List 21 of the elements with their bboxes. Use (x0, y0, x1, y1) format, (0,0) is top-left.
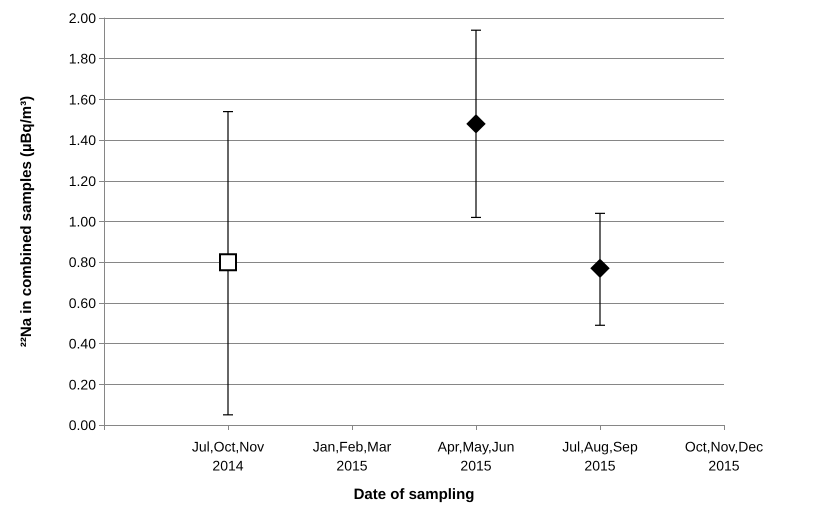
x-tick-label: Apr,May,Jun 2015 (438, 438, 514, 474)
y-tick-label: 2.00 (68, 10, 96, 26)
y-tick-label: 1.20 (68, 172, 96, 189)
point (590, 258, 610, 278)
y-tick-label: 1.40 (68, 132, 96, 148)
y-tick-label: 0.60 (68, 294, 96, 311)
y-tick-label: 0.80 (68, 254, 96, 270)
x-tick-label: Jan,Feb,Mar 2015 (312, 438, 392, 474)
point (466, 114, 486, 134)
x-axis-title: Date of sampling (354, 486, 474, 503)
y-tick-label: 0.00 (68, 417, 96, 433)
y-tick-label: 0.40 (68, 336, 96, 352)
point (219, 253, 237, 272)
y-tick-label: 0.20 (68, 376, 96, 392)
x-tick-label: Jul,Oct,Nov 2014 (192, 438, 264, 474)
y-tick-label: 1.80 (68, 50, 96, 67)
x-tick-label: Oct,Nov,Dec 2015 (684, 438, 764, 474)
y-axis-title: ²²Na in combined samples (µBq/m³) (18, 96, 35, 348)
y-tick-label: 1.60 (68, 91, 96, 108)
y-tick-label: 1.00 (68, 214, 96, 230)
x-tick-label: Jul,Aug,Sep 2015 (562, 438, 638, 474)
